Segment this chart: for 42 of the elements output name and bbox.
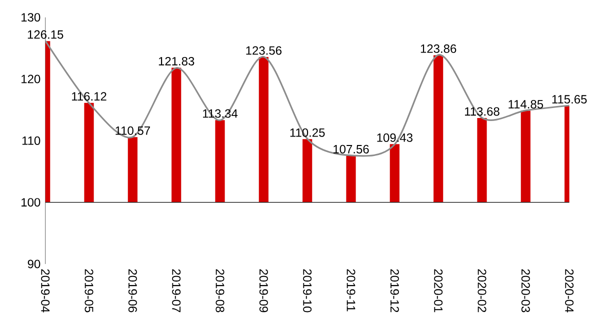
x-tick-label: 2020-04 — [565, 269, 574, 312]
x-tick-label: 2019-05 — [84, 269, 94, 312]
bar — [302, 139, 312, 202]
x-tick-label: 2020-03 — [521, 269, 530, 312]
x-tick-label: 2019-04 — [41, 269, 50, 312]
y-tick-label: 100 — [22, 198, 40, 207]
bar — [434, 55, 444, 202]
data-label: 115.65 — [552, 95, 587, 104]
y-tick-label: 90 — [28, 260, 40, 268]
bar — [477, 118, 487, 202]
y-tick-label: 120 — [22, 74, 40, 84]
data-label: 113.68 — [465, 107, 500, 116]
data-label: 126.15 — [28, 30, 64, 39]
x-tick-label: 2019-08 — [216, 269, 224, 312]
data-label: 109.43 — [377, 133, 412, 142]
x-tick-label: 2019-06 — [128, 269, 137, 312]
x-tick-label: 2020-02 — [478, 269, 486, 312]
data-label: 116.12 — [72, 92, 106, 101]
y-tick-label: 130 — [22, 13, 40, 22]
bar — [346, 156, 356, 202]
bar — [215, 120, 225, 202]
data-label: 110.25 — [290, 128, 325, 137]
x-tick-label: 2019-12 — [390, 269, 399, 312]
data-label: 123.86 — [420, 44, 456, 53]
y-tick-label: 110 — [22, 136, 40, 145]
bar — [128, 137, 138, 202]
data-label: 114.85 — [508, 100, 544, 108]
bar — [84, 102, 94, 202]
data-label: 110.57 — [116, 126, 150, 135]
x-tick-label: 2020-01 — [434, 269, 443, 312]
data-label: 107.56 — [334, 144, 369, 154]
data-label: 113.34 — [203, 109, 238, 118]
bar — [172, 68, 182, 202]
bar — [390, 144, 400, 202]
bar — [258, 57, 268, 202]
x-tick-label: 2019-10 — [303, 269, 312, 312]
x-tick-label: 2019-11 — [346, 269, 356, 312]
data-label: 121.83 — [158, 56, 194, 66]
data-label: 123.56 — [246, 46, 282, 55]
x-tick-label: 2019-09 — [259, 269, 268, 312]
bar — [520, 110, 530, 202]
x-tick-label: 2019-07 — [172, 269, 181, 312]
